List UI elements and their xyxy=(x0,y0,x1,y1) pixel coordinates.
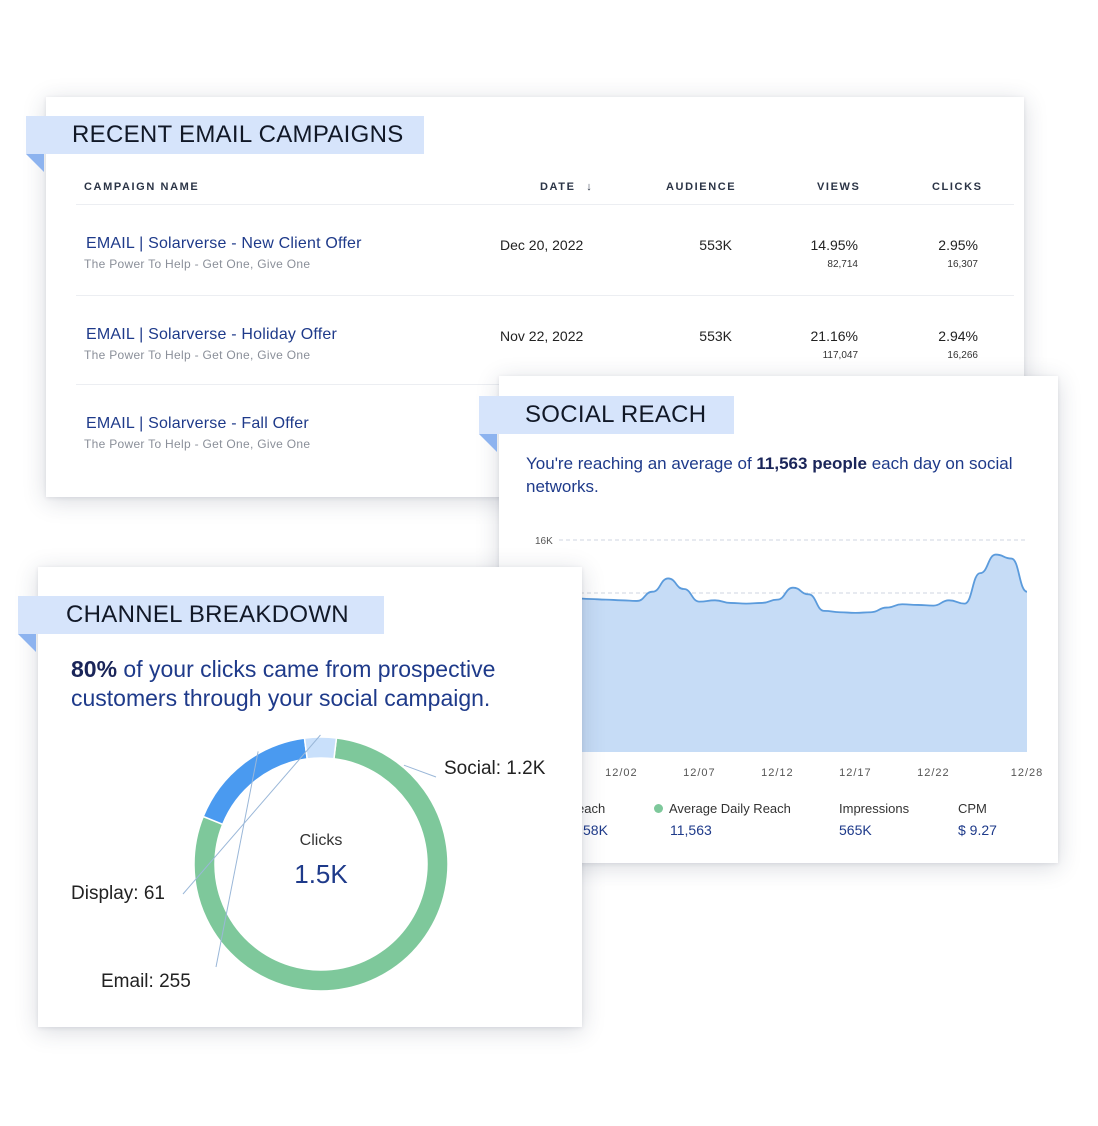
legend-dot-icon xyxy=(654,804,663,813)
campaign-clicks-count: 16,307 xyxy=(947,259,978,270)
column-campaign-name[interactable]: CAMPAIGN NAME xyxy=(84,181,200,193)
campaign-subtitle: The Power To Help - Get One, Give One xyxy=(84,437,311,451)
channel-breakdown-title: CHANNEL BREAKDOWN xyxy=(66,601,349,628)
campaign-clicks-pct: 2.95% xyxy=(938,237,978,253)
leader-line xyxy=(403,764,437,778)
donut-slice-email[interactable] xyxy=(202,737,309,826)
legend-cpm-label: CPM xyxy=(958,801,987,816)
legend-impressions-value: 565K xyxy=(839,822,872,838)
column-clicks[interactable]: CLICKS xyxy=(932,181,983,193)
x-tick-label: 12/07 xyxy=(683,767,716,779)
donut-slice-display[interactable] xyxy=(303,736,338,760)
ribbon-fold xyxy=(26,154,44,172)
x-tick-label: 12/22 xyxy=(917,767,950,779)
campaign-views-count: 82,714 xyxy=(827,259,858,270)
campaign-views-count: 117,047 xyxy=(822,350,858,361)
row-divider xyxy=(76,295,1014,296)
leader-line xyxy=(215,751,259,968)
legend-impressions-label: Impressions xyxy=(839,801,910,816)
campaign-audience: 553K xyxy=(699,328,732,344)
campaign-name[interactable]: EMAIL | Solarverse - Fall Offer xyxy=(86,415,309,432)
campaign-name[interactable]: EMAIL | Solarverse - Holiday Offer xyxy=(86,326,338,343)
campaign-subtitle: The Power To Help - Get One, Give One xyxy=(84,348,311,362)
email-campaigns-header: RECENT EMAIL CAMPAIGNS xyxy=(26,116,424,172)
column-audience[interactable]: AUDIENCE xyxy=(666,181,737,193)
row-divider xyxy=(76,204,1014,205)
campaign-clicks-count: 16,266 xyxy=(947,350,978,361)
summary-highlight: 11,563 people xyxy=(756,454,867,473)
channel-breakdown-header: CHANNEL BREAKDOWN xyxy=(18,596,384,652)
legend-cpm-value: $ 9.27 xyxy=(958,822,997,838)
reach-area-chart: 16K 12/02 12/07 12/12 12/17 12/22 12/28 xyxy=(535,536,1044,779)
social-reach-title: SOCIAL REACH xyxy=(525,401,707,428)
x-tick-label: 12/02 xyxy=(605,767,638,779)
table-row[interactable]: EMAIL | Solarverse - New Client Offer Th… xyxy=(46,235,1024,325)
donut-label-email: Email: 255 xyxy=(101,971,191,992)
campaign-date: Dec 20, 2022 xyxy=(500,237,584,253)
table-row[interactable]: EMAIL | Solarverse - Holiday Offer The P… xyxy=(46,326,1024,416)
campaign-views-pct: 21.16% xyxy=(810,328,858,344)
sort-down-icon: ↓ xyxy=(586,181,594,193)
x-tick-label: 12/28 xyxy=(1011,767,1044,779)
campaign-audience: 553K xyxy=(699,237,732,253)
channel-breakdown-summary: 80% of your clicks came from prospective… xyxy=(71,655,571,713)
social-reach-summary: You're reaching an average of 11,563 peo… xyxy=(526,452,1036,498)
column-date-label: DATE xyxy=(540,181,576,193)
column-views[interactable]: VIEWS xyxy=(817,181,861,193)
leader-line xyxy=(182,734,321,895)
ribbon-fold xyxy=(479,434,497,452)
campaign-name[interactable]: EMAIL | Solarverse - New Client Offer xyxy=(86,235,362,252)
reach-area xyxy=(559,554,1027,752)
donut-slice-social[interactable] xyxy=(193,737,449,992)
legend-reach-value: 58K xyxy=(583,822,608,838)
summary-highlight: 80% xyxy=(71,656,118,682)
legend-reach-label: each xyxy=(577,801,606,816)
campaign-date: Nov 22, 2022 xyxy=(500,328,584,344)
ribbon-fold xyxy=(18,634,36,652)
campaign-clicks-pct: 2.94% xyxy=(938,328,978,344)
x-tick-label: 12/17 xyxy=(839,767,872,779)
campaign-subtitle: The Power To Help - Get One, Give One xyxy=(84,257,311,271)
donut-label-social: Social: 1.2K xyxy=(444,758,546,779)
column-date[interactable]: DATE ↓ xyxy=(540,181,593,193)
y-tick-label: 16K xyxy=(535,536,553,547)
donut-center-value: 1.5K xyxy=(294,859,348,889)
summary-text-start: You're reaching an average of xyxy=(526,454,757,473)
clicks-donut-chart xyxy=(182,734,449,992)
legend-average-daily-reach-value: 11,563 xyxy=(670,822,712,838)
legend-average-daily-reach[interactable]: Average Daily Reach xyxy=(654,801,791,816)
donut-label-display: Display: 61 xyxy=(71,883,165,904)
email-campaigns-title: RECENT EMAIL CAMPAIGNS xyxy=(72,121,404,148)
reach-line xyxy=(558,553,1028,614)
table-header: CAMPAIGN NAME DATE ↓ AUDIENCE VIEWS CLIC… xyxy=(84,181,1014,201)
social-reach-card: SOCIAL REACH You're reaching an average … xyxy=(479,376,1058,863)
donut-center-title: Clicks xyxy=(299,832,343,849)
x-tick-label: 12/12 xyxy=(761,767,794,779)
social-reach-header: SOCIAL REACH xyxy=(479,396,734,452)
table-row[interactable]: EMAIL | Solarverse - Fall Offer The Powe… xyxy=(46,415,1024,505)
summary-text-end: each day on social networks. xyxy=(526,454,1013,496)
summary-text: of your clicks came from prospective cus… xyxy=(71,656,496,711)
channel-breakdown-card: CHANNEL BREAKDOWN 80% of your clicks cam… xyxy=(18,567,582,1027)
legend-average-daily-reach-label: Average Daily Reach xyxy=(669,801,791,816)
campaign-views-pct: 14.95% xyxy=(810,237,858,253)
